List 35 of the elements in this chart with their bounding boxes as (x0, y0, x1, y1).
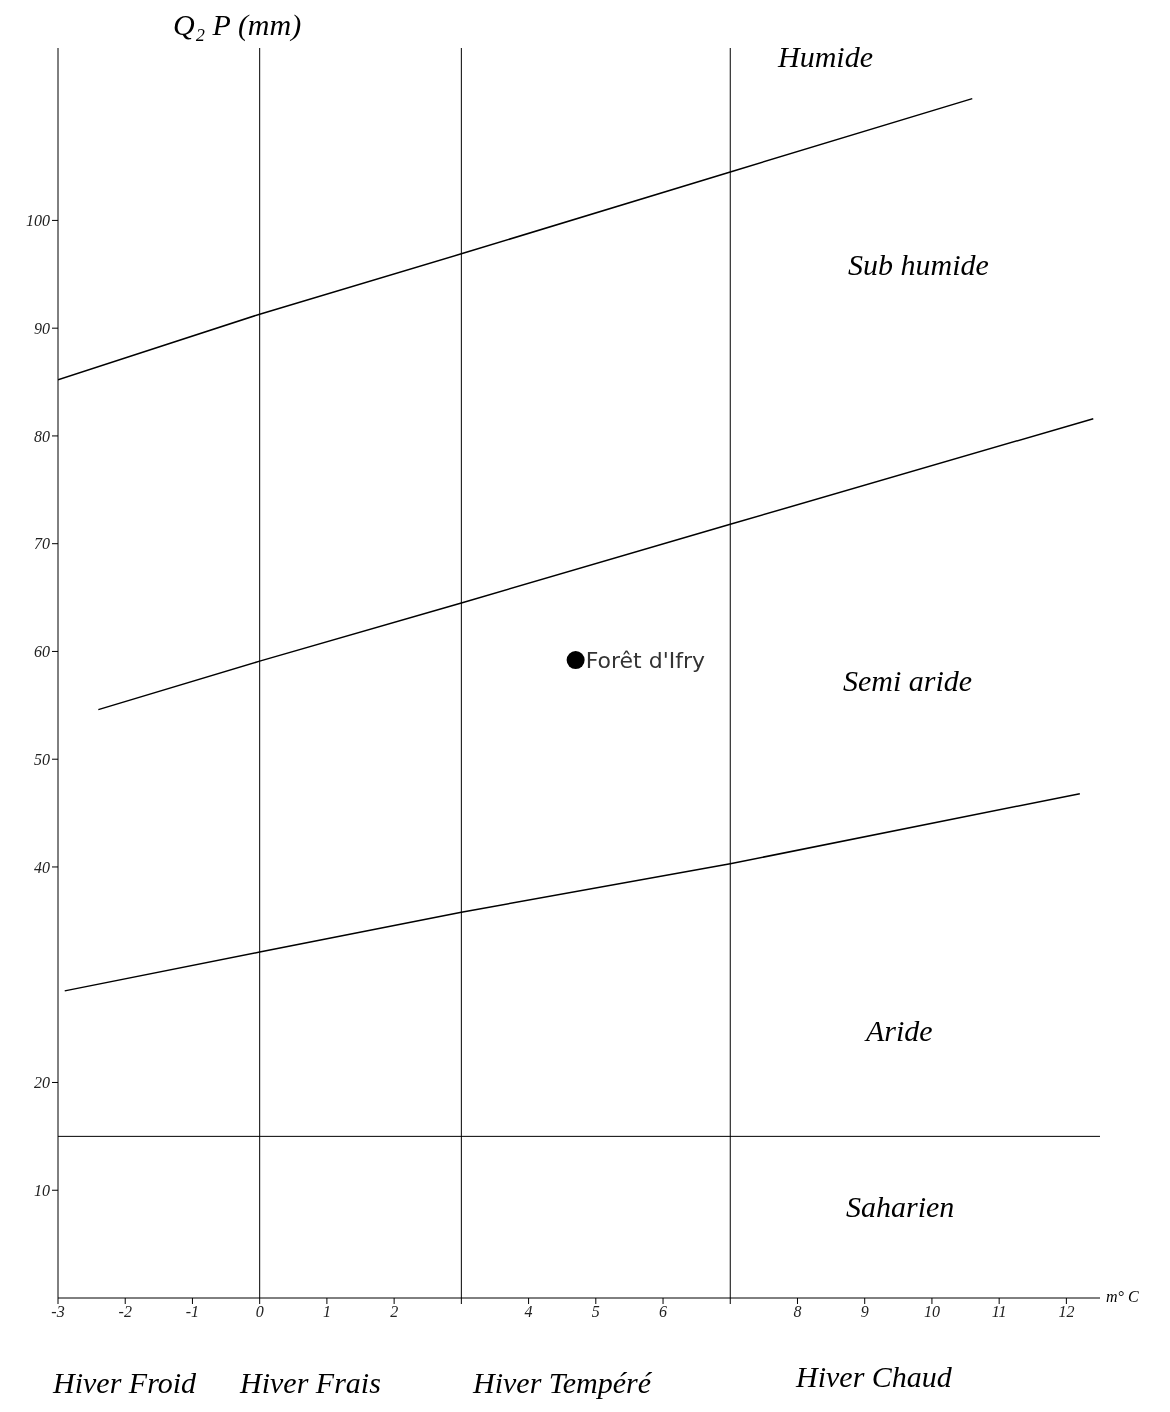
y-tick-label: 90 (34, 319, 50, 337)
y-tick-label: 80 (34, 427, 50, 445)
annotation: Semi aride (843, 664, 973, 698)
y-tick-label: 40 (34, 858, 50, 876)
x-tick-label: -2 (118, 1303, 132, 1321)
text: Hiver Frais (240, 1366, 381, 1400)
x-tick-label: 0 (255, 1303, 264, 1321)
x-tick-label: 8 (793, 1303, 802, 1321)
x-axis-title: m° C (1106, 1288, 1139, 1306)
annotation: Sub humide (848, 248, 989, 282)
x-tick-label: 12 (1058, 1303, 1075, 1321)
y-tick-label: 100 (26, 212, 50, 230)
y-tick-label: 70 (34, 535, 50, 553)
annotation: Aride (866, 1014, 933, 1048)
text: Hiver Froid (53, 1366, 197, 1400)
y-tick-label: 50 (34, 750, 50, 768)
y-tick-label: 20 (34, 1074, 50, 1092)
y-tick-label: 60 (34, 643, 50, 661)
annotation: Saharien (846, 1190, 955, 1224)
x-tick-label: 10 (923, 1303, 940, 1321)
text: Hiver Tempéré (473, 1366, 652, 1400)
x-tick-label: 5 (591, 1303, 600, 1321)
x-tick-label: 4 (524, 1303, 533, 1321)
x-tick-label: 9 (860, 1303, 869, 1321)
text: Hiver Chaud (796, 1360, 952, 1394)
x-tick-label: 6 (659, 1303, 668, 1321)
x-tick-label: 2 (390, 1303, 399, 1321)
y-axis-title: Q₂ P (mm) (173, 8, 302, 42)
annotation: Forêt d'Ifry (585, 647, 705, 673)
annotation: Humide (778, 40, 873, 74)
x-tick-label: -1 (185, 1303, 200, 1321)
x-tick-label: 1 (322, 1303, 331, 1321)
x-tick-label: -3 (51, 1303, 65, 1321)
x-tick-label: 11 (991, 1303, 1007, 1321)
y-tick-label: 10 (34, 1181, 50, 1199)
